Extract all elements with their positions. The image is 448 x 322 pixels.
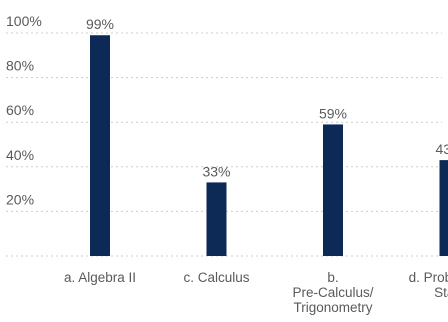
data-label: 99% [86, 16, 114, 32]
bar [439, 160, 448, 256]
y-tick-label: 40% [6, 147, 34, 163]
bars [90, 35, 448, 257]
category-label: d. Probability/ [409, 270, 448, 285]
x-axis-labels: a. Algebra II c. Calculus b.Pre-Calculus/T… [64, 270, 448, 315]
data-label: 43% [435, 141, 448, 157]
y-tick-label: 100% [6, 13, 42, 29]
category-label: a. Algebra II [64, 270, 136, 285]
bar [206, 182, 227, 256]
bar [90, 35, 110, 257]
y-tick-label: 20% [6, 191, 34, 207]
data-labels: 99% 33% 59% 43% [86, 16, 448, 179]
category-label: Trigonometry [293, 300, 372, 315]
data-label: 59% [319, 105, 347, 121]
bar [323, 124, 343, 257]
category-label: Pre-Calculus/ [292, 285, 373, 300]
y-tick-label: 60% [6, 102, 34, 118]
category-label: Stats [434, 285, 448, 300]
data-label: 33% [202, 163, 230, 179]
category-label: b. [327, 270, 338, 285]
y-tick-label: 80% [6, 58, 34, 74]
category-label: c. Calculus [183, 270, 249, 285]
y-axis-ticks: 20% 40% 60% 80% 100% [6, 13, 42, 207]
